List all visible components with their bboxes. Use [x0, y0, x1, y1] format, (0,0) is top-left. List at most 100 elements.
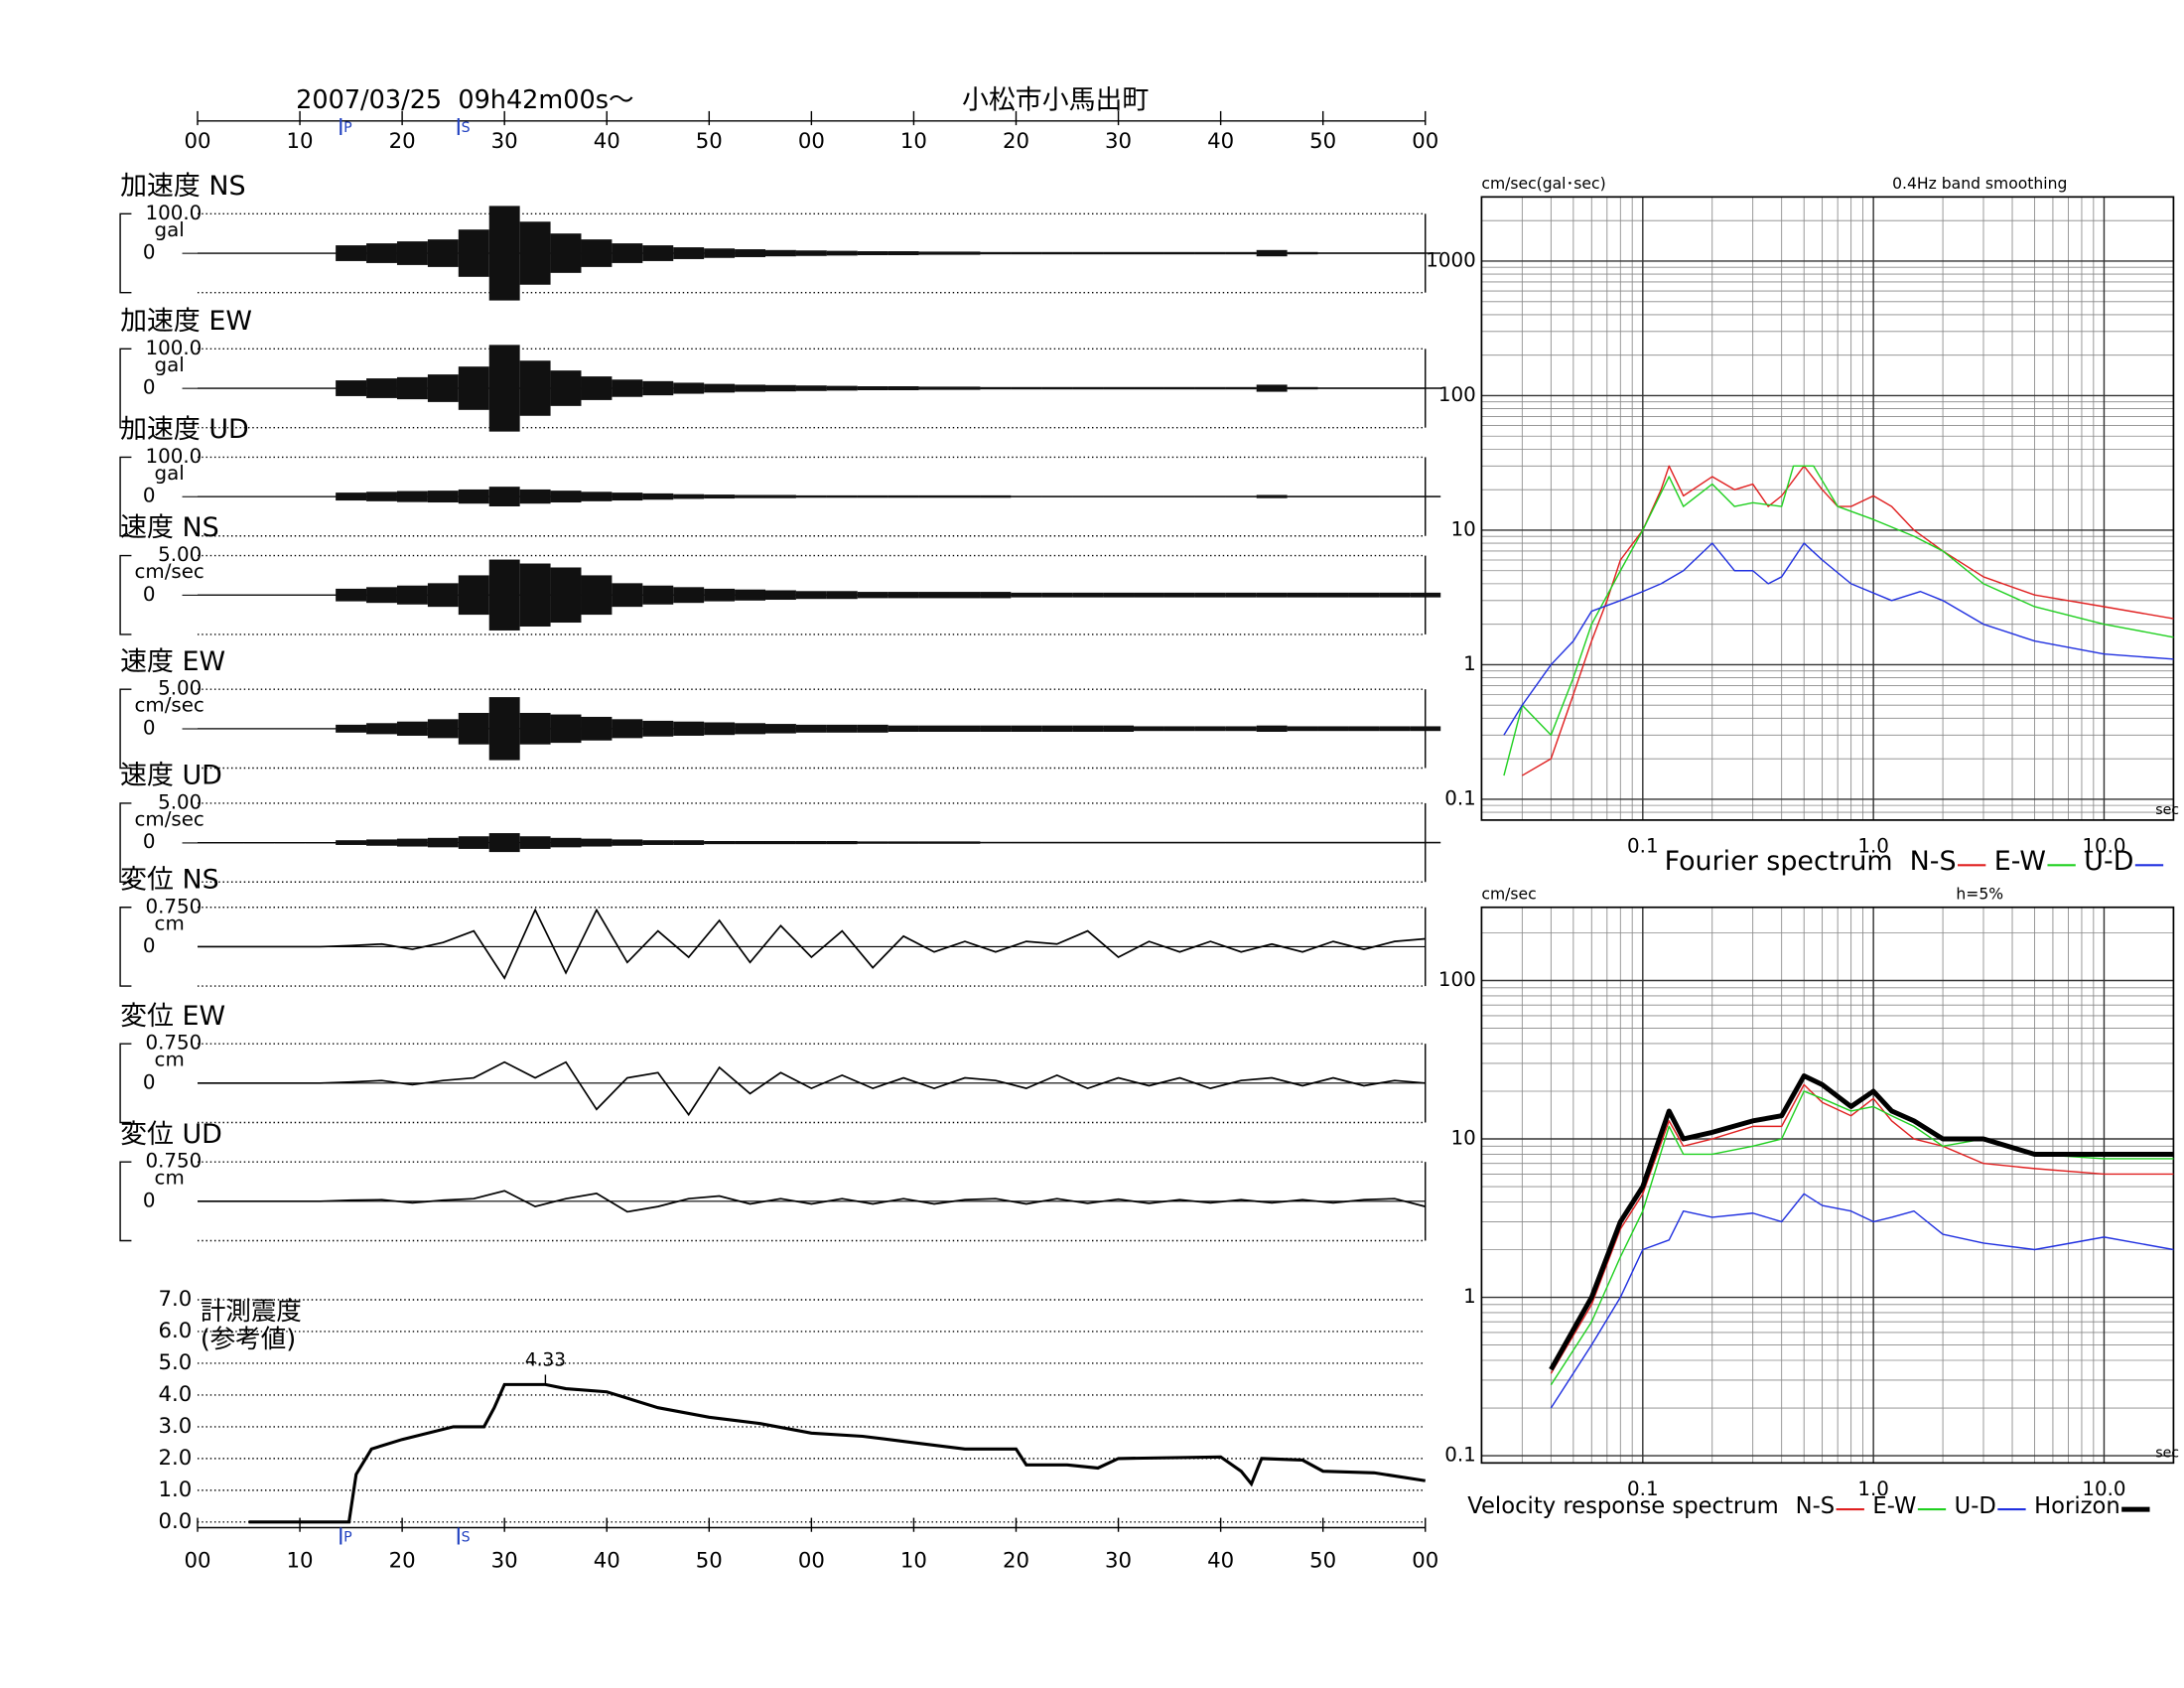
- amplitude-envelope: [673, 587, 705, 604]
- amplitude-envelope: [1041, 495, 1073, 497]
- x-tick-label: 20: [389, 129, 416, 154]
- amplitude-envelope: [458, 575, 489, 616]
- amplitude-envelope: [1348, 387, 1380, 389]
- x-tick-label: 30: [1105, 1549, 1132, 1574]
- x-tick-label: 50: [696, 1549, 723, 1574]
- x-tick-label: 20: [1003, 1549, 1029, 1574]
- amplitude-envelope: [396, 241, 428, 265]
- amplitude-envelope: [980, 725, 1012, 733]
- amplitude-envelope: [519, 563, 551, 627]
- x-tick-label: 50: [696, 129, 723, 154]
- amplitude-envelope: [735, 589, 765, 601]
- amplitude-envelope: [949, 386, 981, 390]
- amplitude-envelope: [704, 383, 736, 393]
- amplitude-envelope: [581, 838, 613, 847]
- amplitude-envelope: [550, 837, 582, 848]
- amplitude-envelope: [396, 491, 428, 502]
- amplitude-envelope: [704, 248, 736, 258]
- y-tick-label: 1000: [1426, 248, 1475, 271]
- amplitude-envelope: [212, 842, 244, 844]
- amplitude-envelope: [1103, 386, 1135, 390]
- amplitude-envelope: [642, 380, 674, 396]
- y-tick-label: 0: [143, 716, 156, 739]
- amplitude-envelope: [1194, 251, 1226, 255]
- x-tick-label: 0.1: [1627, 1477, 1659, 1500]
- amplitude-envelope: [427, 719, 459, 739]
- amplitude-envelope: [1072, 251, 1104, 255]
- amplitude-envelope: [274, 842, 306, 844]
- amplitude-envelope: [336, 724, 367, 733]
- x-tick-label: 50: [1309, 129, 1336, 154]
- x-tick-label: 00: [184, 129, 210, 154]
- panel-bracket: [119, 688, 132, 770]
- amplitude-envelope: [1041, 592, 1073, 598]
- amplitude-envelope: [673, 382, 705, 394]
- amplitude-envelope: [795, 840, 827, 845]
- y-tick-label: 0: [143, 1070, 156, 1093]
- amplitude-envelope: [1134, 386, 1164, 390]
- amplitude-envelope: [1072, 592, 1104, 598]
- x-axis-unit: sec: [2155, 1445, 2179, 1461]
- x-tick-label: 1.0: [1857, 834, 1889, 857]
- amplitude-envelope: [550, 370, 582, 406]
- amplitude-envelope: [488, 206, 520, 301]
- amplitude-envelope: [1348, 841, 1380, 844]
- amplitude-envelope: [1317, 726, 1349, 732]
- amplitude-envelope: [1103, 592, 1135, 598]
- amplitude-envelope: [764, 494, 796, 498]
- amplitude-envelope: [826, 494, 858, 498]
- spectrum-note: 0.4Hz band smoothing: [1892, 175, 2067, 193]
- amplitude-envelope: [1256, 249, 1288, 257]
- amplitude-envelope: [427, 239, 459, 267]
- panel-bracket: [119, 554, 132, 635]
- x-tick-label: 10: [900, 1549, 927, 1574]
- amplitude-envelope: [1348, 726, 1380, 732]
- x-tick-label: 20: [1003, 129, 1029, 154]
- y-tick-label: 0: [143, 1189, 156, 1211]
- amplitude-envelope: [1011, 592, 1042, 598]
- amplitude-envelope: [1287, 495, 1318, 497]
- amplitude-envelope: [581, 376, 613, 400]
- panel-bracket: [119, 1161, 132, 1242]
- amplitude-envelope: [1256, 384, 1288, 392]
- amplitude-envelope: [1072, 386, 1104, 390]
- x-axis-unit: sec: [2155, 802, 2179, 818]
- amplitude-envelope: [795, 591, 827, 600]
- amplitude-envelope: [1256, 592, 1288, 598]
- amplitude-envelope: [212, 495, 244, 497]
- amplitude-envelope: [980, 251, 1012, 255]
- amplitude-envelope: [949, 841, 981, 844]
- amplitude-envelope: [1103, 725, 1135, 733]
- amplitude-envelope: [1163, 726, 1195, 732]
- x-tick-label: 40: [594, 129, 620, 154]
- amplitude-envelope: [366, 243, 397, 263]
- amplitude-envelope: [1256, 725, 1288, 733]
- amplitude-envelope: [305, 495, 337, 497]
- amplitude-envelope: [1287, 386, 1318, 390]
- amplitude-envelope: [274, 495, 306, 497]
- unit-label: gal: [155, 353, 185, 376]
- amplitude-envelope: [735, 723, 765, 735]
- amplitude-envelope: [857, 386, 888, 390]
- legend-label: U-D: [2084, 846, 2133, 877]
- amplitude-envelope: [519, 360, 551, 416]
- phase-label: P: [343, 120, 352, 136]
- amplitude-envelope: [212, 594, 244, 596]
- amplitude-envelope: [1134, 726, 1164, 732]
- amplitude-envelope: [1379, 387, 1411, 389]
- amplitude-envelope: [1287, 251, 1318, 255]
- y-tick-label: 10: [1451, 1127, 1476, 1150]
- amplitude-envelope: [1011, 725, 1042, 733]
- x-tick-label: 0.1: [1627, 834, 1659, 857]
- spectrum-caption: Velocity response spectrum: [1467, 1493, 1778, 1519]
- amplitude-envelope: [1348, 495, 1380, 497]
- amplitude-envelope: [1041, 386, 1073, 390]
- amplitude-envelope: [1410, 841, 1441, 844]
- y-tick-label: 0.1: [1444, 1444, 1476, 1467]
- y-tick-label: 100: [1438, 968, 1476, 991]
- amplitude-envelope: [274, 387, 306, 389]
- amplitude-envelope: [887, 494, 919, 498]
- amplitude-envelope: [427, 491, 459, 503]
- amplitude-envelope: [396, 376, 428, 400]
